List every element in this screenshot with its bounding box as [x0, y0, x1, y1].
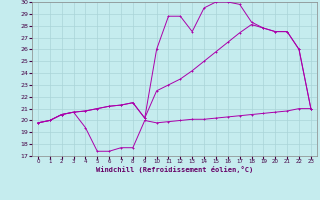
X-axis label: Windchill (Refroidissement éolien,°C): Windchill (Refroidissement éolien,°C)	[96, 166, 253, 173]
